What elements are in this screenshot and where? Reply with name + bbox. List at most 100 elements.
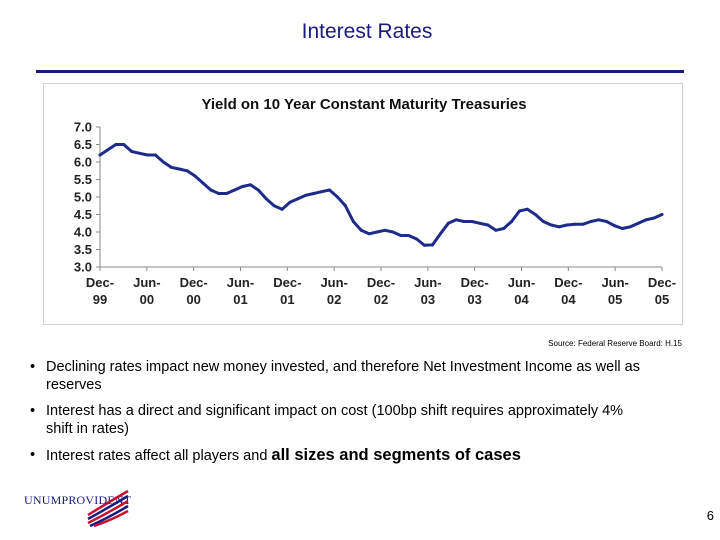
bullet-text: Interest has a direct and significant im… <box>46 403 624 437</box>
x-tick-label: Jun- <box>414 275 441 290</box>
x-tick-label: Dec- <box>367 275 395 290</box>
x-tick-label: Jun- <box>601 275 628 290</box>
x-tick-label: 01 <box>233 292 247 307</box>
data-point <box>636 221 640 225</box>
data-point <box>256 188 260 192</box>
data-point <box>264 197 268 201</box>
data-point <box>605 220 609 223</box>
title-divider <box>36 70 684 73</box>
x-tick-label: 00 <box>186 292 200 307</box>
data-point <box>407 234 411 237</box>
data-point <box>644 218 648 222</box>
data-point <box>288 200 292 204</box>
data-point <box>248 183 252 187</box>
data-point <box>581 222 585 226</box>
data-point <box>375 230 379 234</box>
data-point <box>478 221 482 225</box>
yield-series-line <box>98 143 664 247</box>
logo-wordmark: UNUMPROVIDENT <box>24 493 132 507</box>
x-tick-label: Dec- <box>461 275 489 290</box>
data-point <box>272 204 276 208</box>
x-tick-label: 05 <box>655 292 669 307</box>
data-point <box>573 222 577 226</box>
data-point <box>399 234 403 237</box>
x-tick-label: Jun- <box>320 275 347 290</box>
data-point <box>359 228 363 232</box>
y-tick-label: 3.5 <box>74 242 92 257</box>
bullet-text-emphasis: all sizes and segments of cases <box>271 446 521 464</box>
data-point <box>510 220 514 223</box>
x-axis-ticks: Dec- 99 Jun- 00 Dec- 00 Jun- 01 Dec- 01 Jun- 02 Dec-… <box>86 267 676 307</box>
data-point <box>312 192 316 195</box>
y-tick-label: 3.0 <box>74 260 92 275</box>
x-tick-label: Dec- <box>180 275 208 290</box>
data-point <box>233 188 237 192</box>
y-tick-label: 6.0 <box>74 155 92 170</box>
y-tick-label: 6.5 <box>74 137 92 152</box>
data-point <box>201 181 205 185</box>
x-tick-label: Jun- <box>227 275 254 290</box>
data-point <box>98 153 102 157</box>
data-point <box>336 195 339 199</box>
x-tick-label: 02 <box>374 292 388 307</box>
data-point <box>533 213 537 216</box>
data-point <box>589 220 593 223</box>
data-point <box>153 153 157 157</box>
data-point <box>431 243 434 247</box>
data-point <box>122 143 126 146</box>
data-point <box>193 174 197 178</box>
data-point <box>343 204 347 208</box>
data-point <box>217 192 221 195</box>
data-point <box>225 192 229 195</box>
data-point <box>557 225 561 229</box>
chart-frame: Yield on 10 Year Constant Maturity Treas… <box>43 83 683 325</box>
data-point <box>328 188 331 192</box>
chart-series <box>98 143 664 247</box>
x-tick-label: 04 <box>561 292 576 307</box>
data-point <box>518 209 521 213</box>
data-point <box>351 220 355 223</box>
chart-title: Yield on 10 Year Constant Maturity Treas… <box>201 96 526 113</box>
data-point <box>320 190 324 194</box>
x-tick-label: Dec- <box>273 275 301 290</box>
data-point <box>106 148 110 152</box>
data-point <box>423 243 426 247</box>
data-point <box>541 220 545 223</box>
bullet-text: Declining rates impact new money investe… <box>46 359 640 393</box>
y-axis-ticks: 7.0 6.5 6.0 5.5 5.0 4.5 4.0 3.5 3.0 <box>74 120 100 275</box>
y-tick-label: 7.0 <box>74 120 92 135</box>
bullet-text: Interest rates affect all players and <box>46 448 272 464</box>
data-point <box>454 218 458 222</box>
data-point <box>146 153 149 157</box>
bullet-dot: • <box>30 403 36 419</box>
data-point <box>549 223 553 227</box>
data-point <box>138 151 142 155</box>
data-point <box>494 228 498 232</box>
bullet-item: • Declining rates impact new money inves… <box>30 358 650 394</box>
x-tick-label: 02 <box>327 292 341 307</box>
bullet-dot: • <box>30 359 36 375</box>
x-tick-label: Dec- <box>554 275 582 290</box>
x-tick-label: 03 <box>421 292 435 307</box>
data-point <box>383 228 387 232</box>
y-tick-label: 4.5 <box>74 207 92 222</box>
data-point <box>367 232 371 236</box>
data-point <box>185 169 189 173</box>
data-point <box>652 216 656 220</box>
bullet-dot: • <box>30 447 36 463</box>
x-tick-label: 05 <box>608 292 622 307</box>
y-tick-label: 5.5 <box>74 172 92 187</box>
x-tick-label: 04 <box>514 292 529 307</box>
data-point <box>415 237 419 241</box>
x-tick-label: 00 <box>140 292 154 307</box>
bullet-item: • Interest rates affect all players and … <box>30 446 650 465</box>
data-point <box>130 150 134 153</box>
data-point <box>391 230 395 234</box>
data-point <box>660 213 664 216</box>
chart-axes <box>99 127 662 268</box>
page-number: 6 <box>706 508 714 523</box>
data-point <box>470 220 474 223</box>
x-tick-label: 99 <box>93 292 107 307</box>
data-point <box>169 165 173 169</box>
x-tick-label: Dec- <box>648 275 676 290</box>
